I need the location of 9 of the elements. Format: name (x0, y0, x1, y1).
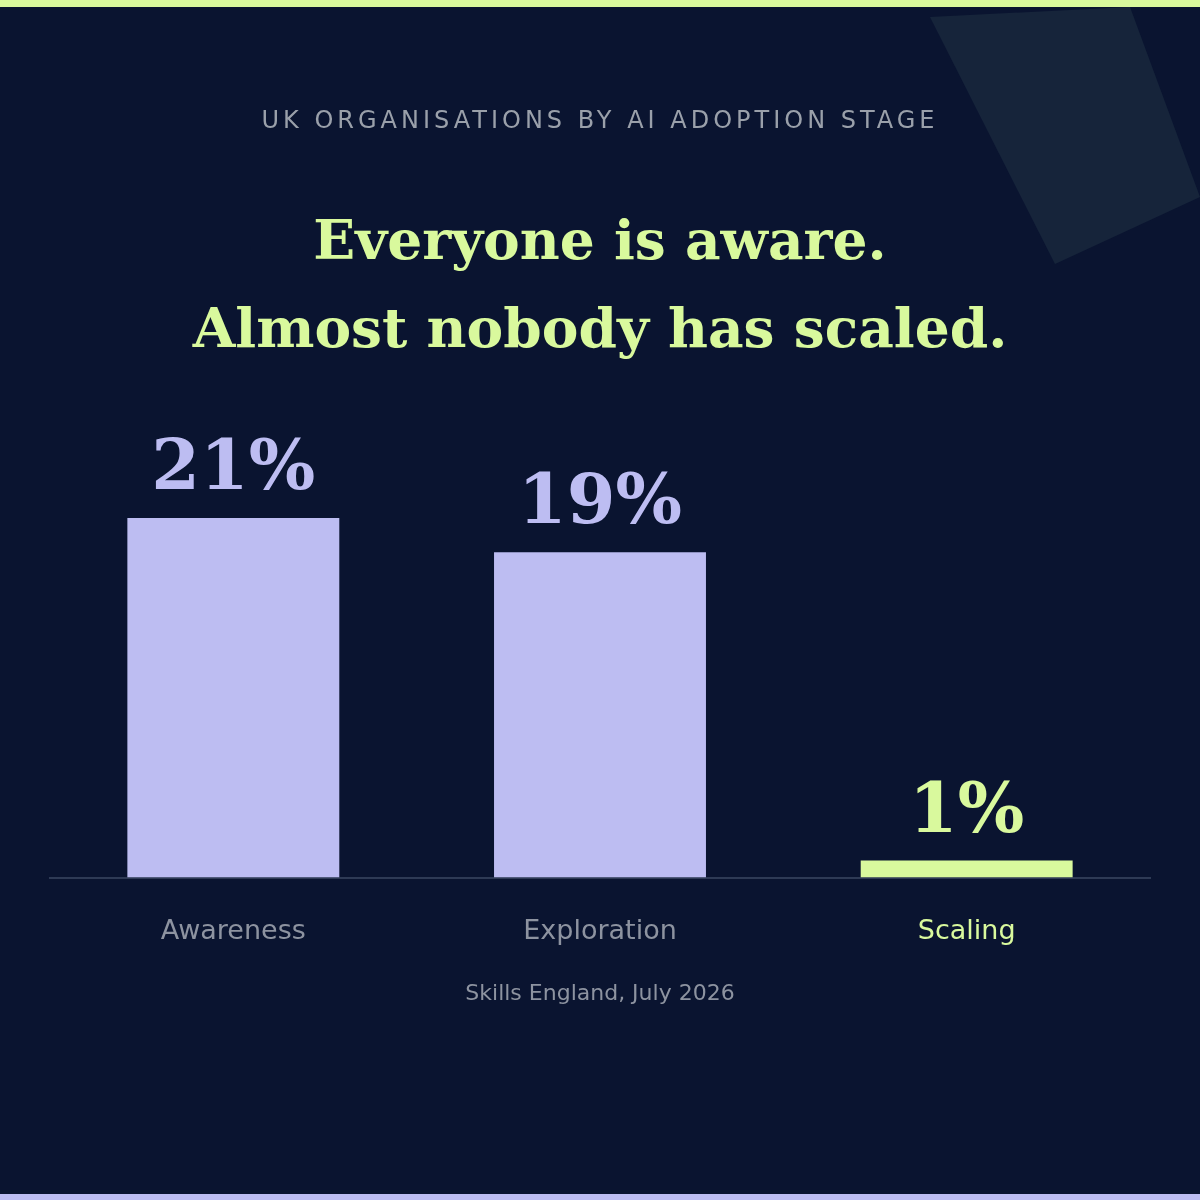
x-tick-label: Scaling (917, 913, 1016, 945)
x-tick-label: Awareness (160, 913, 306, 945)
data-label: 21% (151, 423, 316, 507)
data-label: 19% (518, 457, 682, 541)
x-tick-label: Exploration (523, 913, 677, 945)
chart-subtitle: UK ORGANISATIONS BY AI ADOPTION STAGE (260, 106, 940, 134)
chart-title: Everyone is aware. Almost nobody has scaled. (191, 206, 1009, 362)
data-label: 1% (909, 765, 1025, 849)
text: Skills England, July 2026 (464, 980, 736, 1005)
